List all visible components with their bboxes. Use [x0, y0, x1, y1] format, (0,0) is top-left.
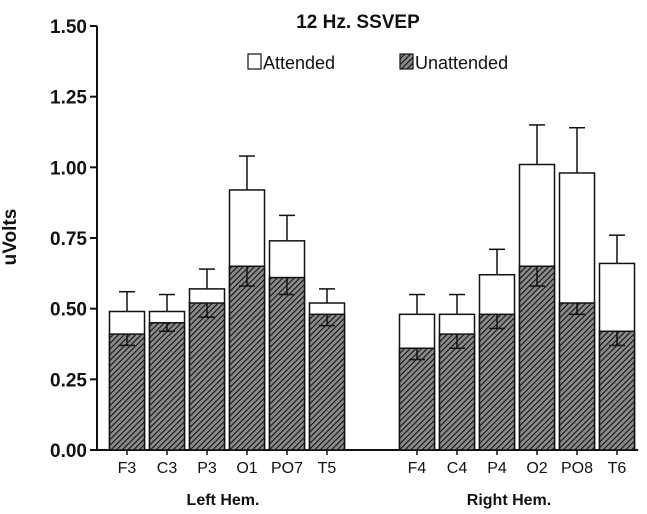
x-labels: F3 C3 P3 O1 PO7 T5 F4 C4 P4 O2 PO8 T6 Left Hem. Right… — [118, 450, 627, 509]
group-label: Right Hem. — [467, 492, 551, 509]
x-tick-label: PO8 — [561, 460, 593, 477]
bar-unattended — [398, 347, 436, 451]
y-tick-label: 1.00 — [50, 158, 87, 179]
x-tick-label: P3 — [197, 460, 217, 477]
y-tick-label: 0.50 — [50, 300, 87, 321]
bar-unattended — [148, 322, 186, 451]
bar-unattended — [518, 265, 556, 451]
bar-unattended — [598, 330, 636, 451]
legend-label-attended: Attended — [263, 53, 335, 73]
y-tick-label: 0.25 — [50, 370, 87, 391]
y-tick-label: 1.50 — [50, 17, 87, 38]
x-tick-label: O2 — [526, 460, 547, 477]
legend-label-unattended: Unattended — [415, 53, 508, 73]
chart-title: 12 Hz. SSVEP — [296, 12, 420, 33]
x-tick-label: T5 — [318, 460, 337, 477]
bar-unattended — [108, 333, 146, 451]
bar-unattended — [438, 333, 476, 451]
axes: 0.00 0.25 0.50 0.75 1.00 1.25 1.50 — [50, 17, 638, 462]
bar-unattended — [308, 313, 346, 451]
bar-unattended — [478, 313, 516, 451]
y-tick-label: 0.75 — [50, 229, 87, 250]
legend: Attended Unattended — [247, 53, 508, 73]
y-axis-label: uVolts — [0, 209, 21, 266]
bar-unattended — [558, 302, 596, 451]
bar-unattended — [228, 265, 266, 451]
x-tick-label: F4 — [408, 460, 427, 477]
x-tick-label: O1 — [236, 460, 257, 477]
group-label: Left Hem. — [187, 492, 260, 509]
x-tick-label: T6 — [608, 460, 627, 477]
legend-swatch-unattended — [399, 53, 414, 70]
legend-swatch-attended — [247, 53, 262, 70]
bar-unattended — [188, 302, 226, 451]
bars — [108, 124, 636, 451]
x-tick-label: F3 — [118, 460, 137, 477]
x-tick-label: C3 — [157, 460, 178, 477]
bar-unattended — [268, 276, 306, 451]
y-tick-label: 0.00 — [50, 441, 87, 462]
x-tick-label: C4 — [447, 460, 468, 477]
y-tick-label: 1.25 — [50, 88, 87, 109]
x-tick-label: P4 — [487, 460, 507, 477]
x-tick-label: PO7 — [271, 460, 303, 477]
